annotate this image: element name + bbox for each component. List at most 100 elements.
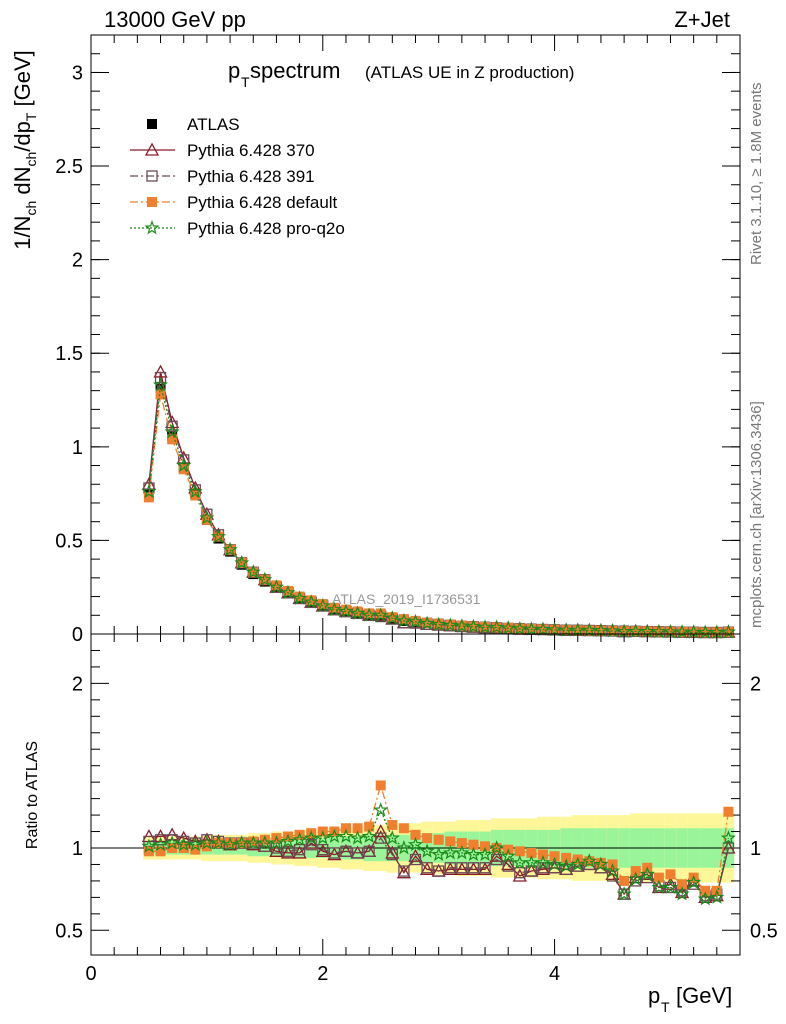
main-data-point [572,625,583,636]
ratio-data-point [317,843,329,856]
legend-entry: Pythia 6.428 pro-q2o [187,219,345,238]
main-data-point [294,591,305,602]
ratio-data-point [350,830,366,845]
ratio-data-point [433,865,445,877]
ratio-data-point [373,824,388,838]
main-data-point [396,612,412,628]
ratio-data-point [268,835,284,850]
main-ytick-label: 1.5 [55,343,83,365]
ratio-data-point [154,834,167,846]
ratio-data-point [480,841,491,852]
main-data-point [723,626,734,637]
ratio-panel: 0 2 4 0.5 0.5 1 1 2 2 [55,633,778,985]
ratio-data-point [677,879,688,890]
ratio-data-point [234,835,250,850]
main-data-point [199,509,215,525]
main-data-point [326,601,342,617]
ratio-data-point [593,856,609,871]
main-data-point [419,615,435,630]
main-data-point [141,476,157,490]
ratio-data-point [176,836,192,852]
main-data-point [500,620,516,635]
ratio-data-point [340,845,352,857]
main-data-point [561,625,572,636]
ratio-ytick-label-right: 2 [750,673,761,695]
main-data-point [152,377,169,392]
legend-marker [146,170,158,182]
ratio-data-point [327,847,342,861]
ratio-data-point [477,862,493,876]
ratio-data-point [152,836,169,852]
ratio-data-point [305,839,317,851]
header-process: Z+Jet [674,7,730,32]
ratio-data-point [686,874,702,890]
ratio-data-point [502,860,514,872]
legend-marker [147,197,157,207]
main-data-point [155,383,166,394]
main-data-point [433,618,444,629]
main-data-point [187,483,203,499]
mcplots-label: mcplots.cern.ch [arXiv:1306.3436] [748,401,765,628]
main-ytick-label: 3 [72,62,83,84]
main-data-point [141,483,157,499]
ratio-data-point [363,845,375,857]
ratio-data-point [595,857,606,868]
ratio-data-point [213,838,224,849]
main-data-point [271,580,282,591]
main-data-point [373,607,389,622]
ratio-data-point [143,846,154,857]
ratio-data-point [514,867,526,879]
main-data-point [164,423,180,439]
legend-entry: Pythia 6.428 370 [187,141,315,160]
ratio-data-point [293,843,306,856]
ratio-data-point [723,806,734,817]
ratio-data-point [489,840,505,855]
ratio-data-point [167,843,178,853]
ratio-data-point [561,852,572,863]
main-data-point [454,618,470,633]
svg-text:[GeV]: [GeV] [676,983,732,1008]
ratio-data-point [535,854,551,870]
ratio-data-point [431,846,447,861]
ratio-data-point [338,828,354,843]
ratio-data-point [512,868,527,882]
ratio-data-point [477,846,493,862]
ratio-data-point [456,862,468,874]
ratio-data-point [720,830,736,845]
legend-entry: ATLAS [187,115,240,134]
main-data-point [364,608,375,619]
main-data-point [303,594,319,609]
main-data-point [398,614,409,625]
title-paren: (ATLAS UE in Z production) [365,63,574,82]
ratio-data-point [222,836,238,852]
ratio-ytick-label: 1 [72,838,83,860]
ratio-data-point [560,863,572,876]
ratio-data-point [630,866,641,877]
ratio-xtick-label: 2 [317,963,328,985]
main-data-point [700,627,711,638]
ratio-data-point [225,838,236,849]
ratio-data-point [351,847,364,859]
main-data-point [257,571,273,587]
main-data-point [387,612,398,623]
ratio-data-point [454,845,470,860]
ratio-ytick-label: 2 [72,673,83,695]
legend-marker [144,220,160,235]
ratio-data-point [547,856,563,871]
ratio-data-point [422,833,433,844]
plot-title: p T spectrum (ATLAS UE in Z production) [228,58,574,90]
main-data-point [268,579,284,594]
ratio-data-point [396,840,412,855]
main-data-point [329,602,340,613]
ratio-data-point [245,835,261,850]
ratio-data-point [375,832,387,844]
ratio-data-point [326,828,342,843]
main-data-point [595,625,606,636]
svg-text:1/Nch dNch/dpT [GeV]: 1/Nch dNch/dpT [GeV] [10,50,39,250]
ratio-data-point [396,865,412,879]
svg-text:p: p [648,983,660,1008]
ratio-data-point [280,833,296,848]
x-axis-label: p T [GeV] [648,983,732,1015]
ratio-data-point [187,836,203,852]
